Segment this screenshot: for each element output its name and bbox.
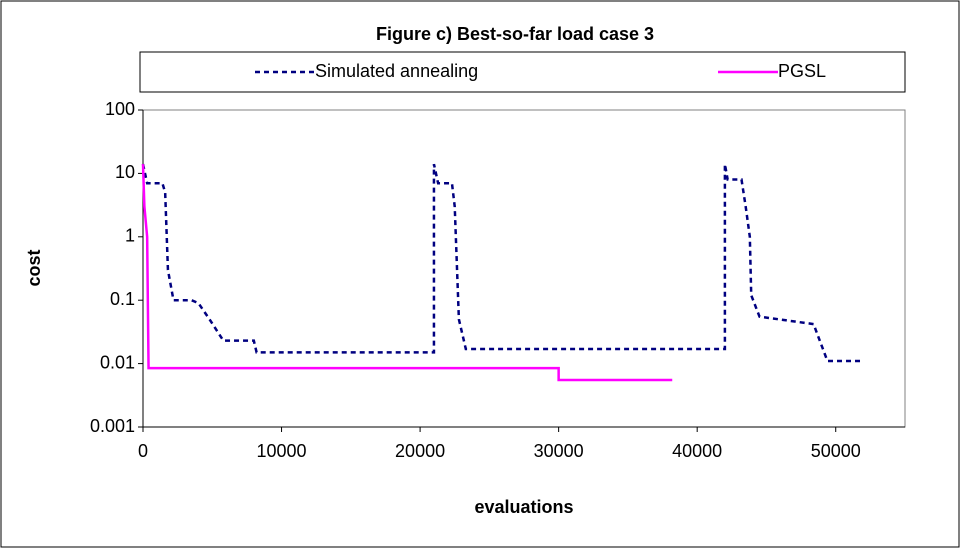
chart-title: Figure c) Best-so-far load case 3 [376,24,654,44]
x-tick-label: 0 [138,441,148,461]
legend-label: PGSL [778,61,826,81]
y-tick-label: 0.01 [100,352,135,372]
x-tick-label: 20000 [395,441,445,461]
plot-area [142,109,906,428]
legend-label: Simulated annealing [315,61,478,81]
y-tick-label: 0.001 [90,416,135,436]
y-tick-label: 100 [105,99,135,119]
x-tick-label: 50000 [811,441,861,461]
y-tick-label: 1 [125,226,135,246]
data-line [141,163,864,363]
x-axis-title: evaluations [474,497,573,517]
x-tick-label: 40000 [672,441,722,461]
y-axis-title: cost [24,249,44,286]
x-tick-label: 30000 [534,441,584,461]
y-tick-label: 0.1 [110,289,135,309]
y-tick-label: 10 [115,162,135,182]
data-line [141,164,673,382]
x-tick-label: 10000 [257,441,307,461]
